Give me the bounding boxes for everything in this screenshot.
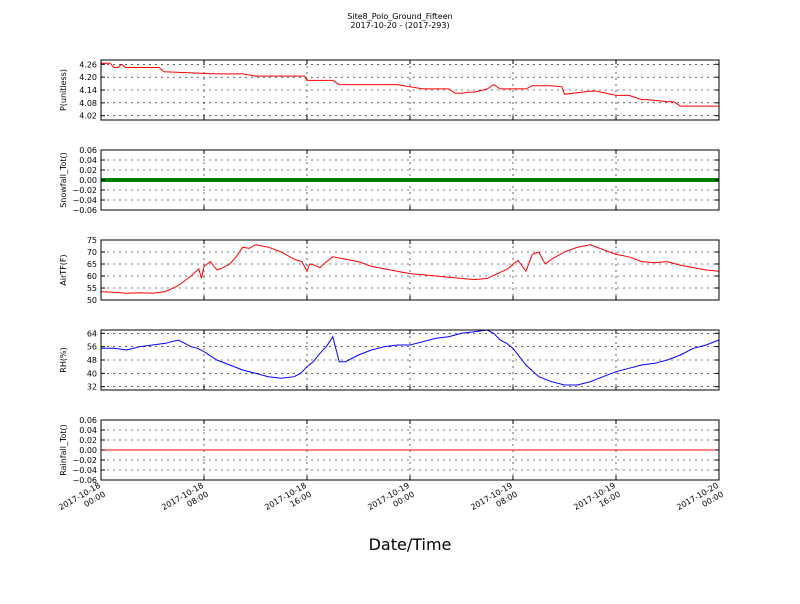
- panel-1: 4.26 4.20 4.14 4.08 4.02 P(unitless): [59, 59, 720, 121]
- y-axis-label: Rainfall_Tot(): [59, 424, 68, 476]
- y-tick-label: 50: [87, 296, 97, 305]
- series-line: [101, 329, 720, 386]
- y-tick-label: 75: [87, 236, 97, 245]
- y-tick-label: 0.06: [79, 146, 97, 155]
- y-tick-label: 48: [87, 356, 97, 365]
- y-axis-label: AirTF(F): [59, 254, 68, 285]
- y-tick-label: 65: [87, 260, 97, 269]
- chart-subtitle: 2017-10-20 - (2017-293): [350, 21, 449, 30]
- y-tick-label: 60: [87, 272, 97, 281]
- x-tick-label: 2017-10-1800:00: [57, 481, 107, 521]
- x-tick-label: 2017-10-1816:00: [263, 481, 313, 521]
- y-tick-label: 0.00: [79, 176, 97, 185]
- x-tick-label: 2017-10-1908:00: [469, 481, 519, 521]
- y-tick-label: 0.06: [79, 416, 97, 425]
- panel-5: 0.060.040.020.00−0.02−0.04−0.06 Rainfall_…: [59, 416, 720, 485]
- x-tick-labels: 2017-10-1800:00 2017-10-1808:00 2017-10-18…: [57, 481, 725, 521]
- y-tick-label: −0.04: [72, 196, 97, 205]
- chart-title: Site8_Polo_Ground_Fifteen: [347, 12, 452, 21]
- y-tick-label: −0.06: [72, 476, 97, 485]
- y-tick-label: 0.02: [79, 436, 97, 445]
- panel-3: 75 70 65 60 55 50 AirTF(F): [59, 236, 720, 305]
- series-line: [100, 244, 720, 294]
- y-tick-label: 4.02: [79, 112, 97, 121]
- x-axis-label: Date/Time: [369, 535, 452, 554]
- series-line: [101, 62, 719, 107]
- y-tick-label: 0.00: [79, 446, 97, 455]
- x-tick-label: 2017-10-2000:00: [675, 481, 725, 521]
- y-tick-label: 40: [87, 369, 97, 378]
- y-axis-label: P(unitless): [59, 69, 68, 111]
- panels: 4.264.204.144.084.02P(unitless)0.060.040…: [59, 59, 720, 485]
- panel-4: 64 56 48 40 32 RH(%): [59, 329, 720, 392]
- y-tick-label: −0.04: [72, 466, 97, 475]
- y-tick-label: −0.02: [72, 456, 97, 465]
- y-tick-label: 0.04: [79, 426, 97, 435]
- y-tick-label: 4.20: [79, 73, 97, 82]
- y-tick-label: 4.14: [79, 86, 97, 95]
- y-tick-label: 0.02: [79, 166, 97, 175]
- y-tick-label: −0.06: [72, 206, 97, 215]
- y-tick-label: 56: [87, 343, 97, 352]
- y-tick-label: 64: [87, 329, 97, 338]
- panel-2: 0.060.040.020.00−0.02−0.04−0.06 Snowfall_…: [59, 146, 720, 215]
- y-tick-label: 32: [87, 383, 97, 392]
- y-tick-label: 55: [87, 284, 97, 293]
- y-tick-label: 0.04: [79, 156, 97, 165]
- y-axis-label: Snowfall_Tot(): [59, 152, 68, 208]
- y-tick-label: 4.26: [79, 60, 97, 69]
- y-tick-label: −0.02: [72, 186, 97, 195]
- x-tick-label: 2017-10-1808:00: [160, 481, 210, 521]
- y-tick-label: 4.08: [79, 99, 97, 108]
- x-tick-label: 2017-10-1916:00: [572, 481, 622, 521]
- y-tick-label: 70: [87, 248, 97, 257]
- y-axis-label: RH(%): [59, 347, 68, 372]
- x-tick-label: 2017-10-1900:00: [366, 481, 416, 521]
